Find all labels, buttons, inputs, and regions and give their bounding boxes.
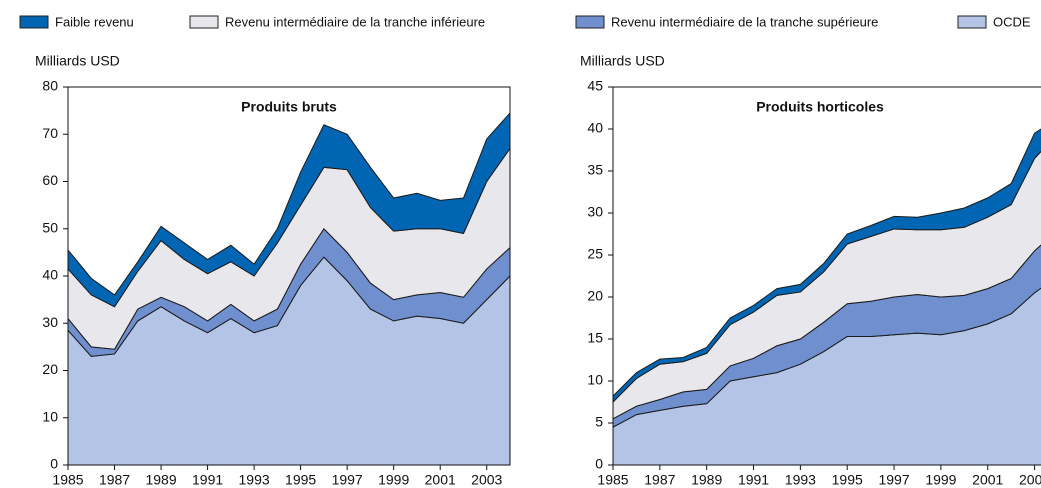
x-tick-label: 1989 — [691, 472, 722, 488]
y-tick-label: 15 — [587, 330, 603, 346]
legend-swatch — [957, 15, 987, 29]
x-tick-label: 1985 — [597, 472, 628, 488]
x-tick-label: 2001 — [972, 472, 1003, 488]
x-tick-label: 1989 — [145, 472, 176, 488]
legend-label: Revenu intermédiaire de la tranche supér… — [611, 14, 878, 29]
x-tick-label: 1995 — [832, 472, 863, 488]
x-tick-label: 1997 — [332, 472, 363, 488]
y-tick-label: 25 — [587, 246, 603, 262]
x-tick-label: 1997 — [878, 472, 909, 488]
y-axis-label: Milliards USD — [35, 53, 120, 69]
x-tick-label: 1987 — [99, 472, 130, 488]
y-tick-label: 45 — [587, 78, 603, 94]
x-tick-label: 1985 — [52, 472, 83, 488]
x-tick-label: 1999 — [378, 472, 409, 488]
legend-label: Revenu intermédiaire de la tranche infér… — [225, 14, 485, 29]
x-tick-label: 1995 — [285, 472, 316, 488]
x-tick-label: 2001 — [425, 472, 456, 488]
y-tick-label: 5 — [595, 414, 603, 430]
y-tick-label: 20 — [587, 288, 603, 304]
y-tick-label: 0 — [595, 456, 603, 472]
y-tick-label: 10 — [587, 372, 603, 388]
x-tick-label: 1993 — [785, 472, 816, 488]
legend-swatch — [575, 15, 605, 29]
x-tick-label: 1999 — [925, 472, 956, 488]
x-tick-label: 1987 — [644, 472, 675, 488]
legend-label: OCDE — [993, 14, 1031, 29]
x-tick-label: 2003 — [471, 472, 502, 488]
y-axis-label: Milliards USD — [580, 53, 665, 69]
x-tick-label: 1993 — [239, 472, 270, 488]
y-tick-label: 60 — [42, 172, 58, 188]
y-tick-label: 0 — [50, 456, 58, 472]
y-tick-label: 20 — [42, 361, 58, 377]
x-tick-label: 2003 — [1019, 472, 1041, 488]
y-tick-label: 80 — [42, 78, 58, 94]
legend-label: Faible revenu — [55, 14, 134, 29]
y-tick-label: 40 — [42, 267, 58, 283]
legend-swatch — [189, 15, 219, 29]
panel-title: Produits horticoles — [756, 99, 884, 115]
y-tick-label: 40 — [587, 120, 603, 136]
y-tick-label: 10 — [42, 408, 58, 424]
panel-title: Produits bruts — [241, 99, 337, 115]
plot-frame — [612, 86, 1041, 466]
legend-swatch — [19, 15, 49, 29]
y-tick-label: 30 — [42, 314, 58, 330]
y-tick-label: 50 — [42, 219, 58, 235]
y-tick-label: 70 — [42, 125, 58, 141]
y-tick-label: 35 — [587, 162, 603, 178]
y-tick-label: 30 — [587, 204, 603, 220]
x-tick-label: 1991 — [738, 472, 769, 488]
area — [612, 128, 1041, 404]
x-tick-label: 1991 — [192, 472, 223, 488]
